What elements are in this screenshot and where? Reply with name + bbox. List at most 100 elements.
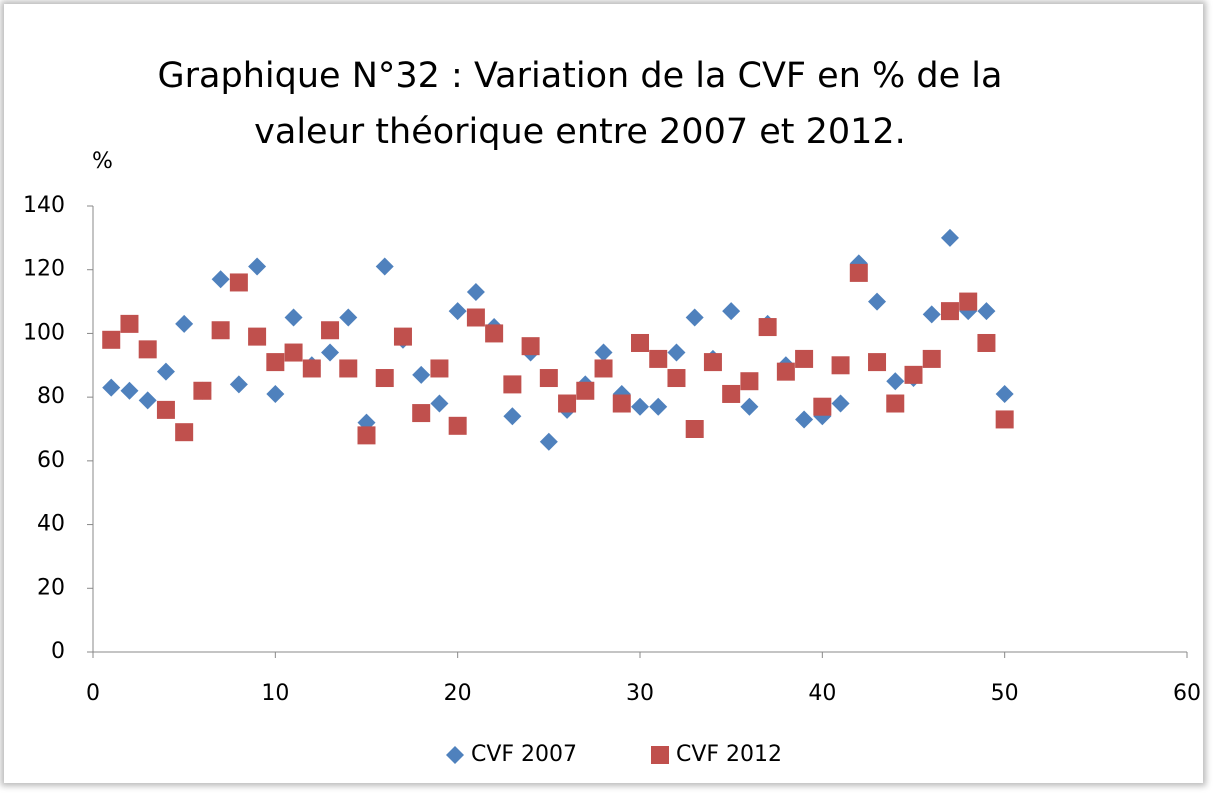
diamond-marker <box>412 365 431 384</box>
diamond-marker <box>831 394 850 413</box>
diamond-marker <box>977 302 996 321</box>
diamond-marker <box>156 362 175 381</box>
square-marker <box>722 384 741 403</box>
diamond-marker <box>631 397 649 416</box>
diamond-marker <box>430 394 449 413</box>
diamond-marker <box>886 372 905 391</box>
diamond-marker <box>248 257 267 276</box>
square-marker <box>357 426 376 445</box>
legend-marker <box>651 746 669 764</box>
y-axis-label: % <box>92 149 113 174</box>
diamond-marker <box>868 292 887 311</box>
diamond-marker <box>503 407 522 426</box>
legend-label: CVF 2012 <box>676 742 782 767</box>
y-tick-label: 80 <box>37 384 65 409</box>
square-marker <box>156 400 175 419</box>
y-tick-label: 0 <box>51 639 65 664</box>
square-marker <box>776 362 795 381</box>
chart-title: Graphique N°32 : Variation de la CVF en … <box>157 56 1003 152</box>
diamond-marker <box>649 397 668 416</box>
square-marker <box>667 369 686 388</box>
square-marker <box>321 321 340 340</box>
diamond-marker <box>339 308 358 327</box>
square-marker <box>302 359 321 378</box>
square-marker <box>412 404 431 423</box>
diamond-marker <box>667 343 686 362</box>
square-marker <box>995 410 1014 429</box>
legend-label: CVF 2007 <box>471 742 577 767</box>
x-tick-label: 20 <box>444 681 472 706</box>
y-tick-label: 20 <box>37 575 65 600</box>
square-marker <box>466 308 485 327</box>
diamond-marker <box>940 228 959 247</box>
diamond-marker <box>466 283 485 302</box>
diamond-marker <box>722 302 741 321</box>
diamond-marker <box>448 302 467 321</box>
square-marker <box>539 369 558 388</box>
square-marker <box>339 359 358 378</box>
x-tick-label: 10 <box>261 681 289 706</box>
square-marker <box>558 394 577 413</box>
square-marker <box>868 353 887 372</box>
x-tick-label: 0 <box>86 681 100 706</box>
square-marker <box>448 416 467 435</box>
x-tick-label: 50 <box>991 681 1019 706</box>
square-marker <box>193 381 212 400</box>
square-marker <box>685 420 704 438</box>
square-marker <box>248 327 267 346</box>
x-tick-label: 40 <box>808 681 836 706</box>
diamond-marker <box>266 384 285 403</box>
diamond-marker <box>229 375 248 394</box>
square-marker <box>959 292 978 311</box>
y-tick-label: 120 <box>23 257 65 282</box>
square-marker <box>886 394 905 413</box>
diamond-marker <box>922 305 941 324</box>
square-marker <box>393 327 412 346</box>
square-marker <box>138 340 157 359</box>
square-marker <box>266 353 285 372</box>
diamond-marker <box>740 397 759 416</box>
y-tick-label: 60 <box>37 448 65 473</box>
square-marker <box>977 333 996 352</box>
diamond-marker <box>795 410 814 429</box>
x-tick-label: 60 <box>1173 681 1201 706</box>
square-marker <box>576 381 595 400</box>
diamond-marker <box>539 432 558 451</box>
square-marker <box>904 365 923 384</box>
square-marker <box>175 423 194 442</box>
square-marker <box>922 349 941 368</box>
square-marker <box>831 356 850 375</box>
diamond-marker <box>211 270 230 289</box>
square-marker <box>211 321 230 340</box>
square-marker <box>849 263 868 282</box>
square-marker <box>703 353 722 372</box>
square-marker <box>521 337 540 356</box>
legend-marker <box>446 746 464 764</box>
diamond-marker <box>175 314 194 333</box>
square-marker <box>940 302 959 321</box>
square-marker <box>485 324 504 343</box>
square-marker <box>813 397 832 416</box>
square-marker <box>612 394 631 413</box>
square-marker <box>375 369 394 388</box>
square-marker <box>503 375 522 394</box>
diamond-marker <box>120 381 139 400</box>
square-marker <box>284 343 303 362</box>
square-marker <box>795 349 814 368</box>
square-marker <box>758 318 777 337</box>
square-marker <box>430 359 449 378</box>
diamond-marker <box>284 308 303 327</box>
diamond-marker <box>594 343 613 362</box>
square-marker <box>120 314 139 333</box>
square-marker <box>649 349 668 368</box>
diamond-marker <box>102 378 121 397</box>
y-tick-label: 100 <box>23 320 65 345</box>
square-marker <box>594 359 613 378</box>
y-tick-label: 40 <box>37 512 65 537</box>
diamond-marker <box>321 343 340 362</box>
diamond-marker <box>375 257 394 276</box>
square-marker <box>229 273 248 292</box>
square-marker <box>740 372 759 391</box>
diamond-marker <box>995 384 1014 403</box>
